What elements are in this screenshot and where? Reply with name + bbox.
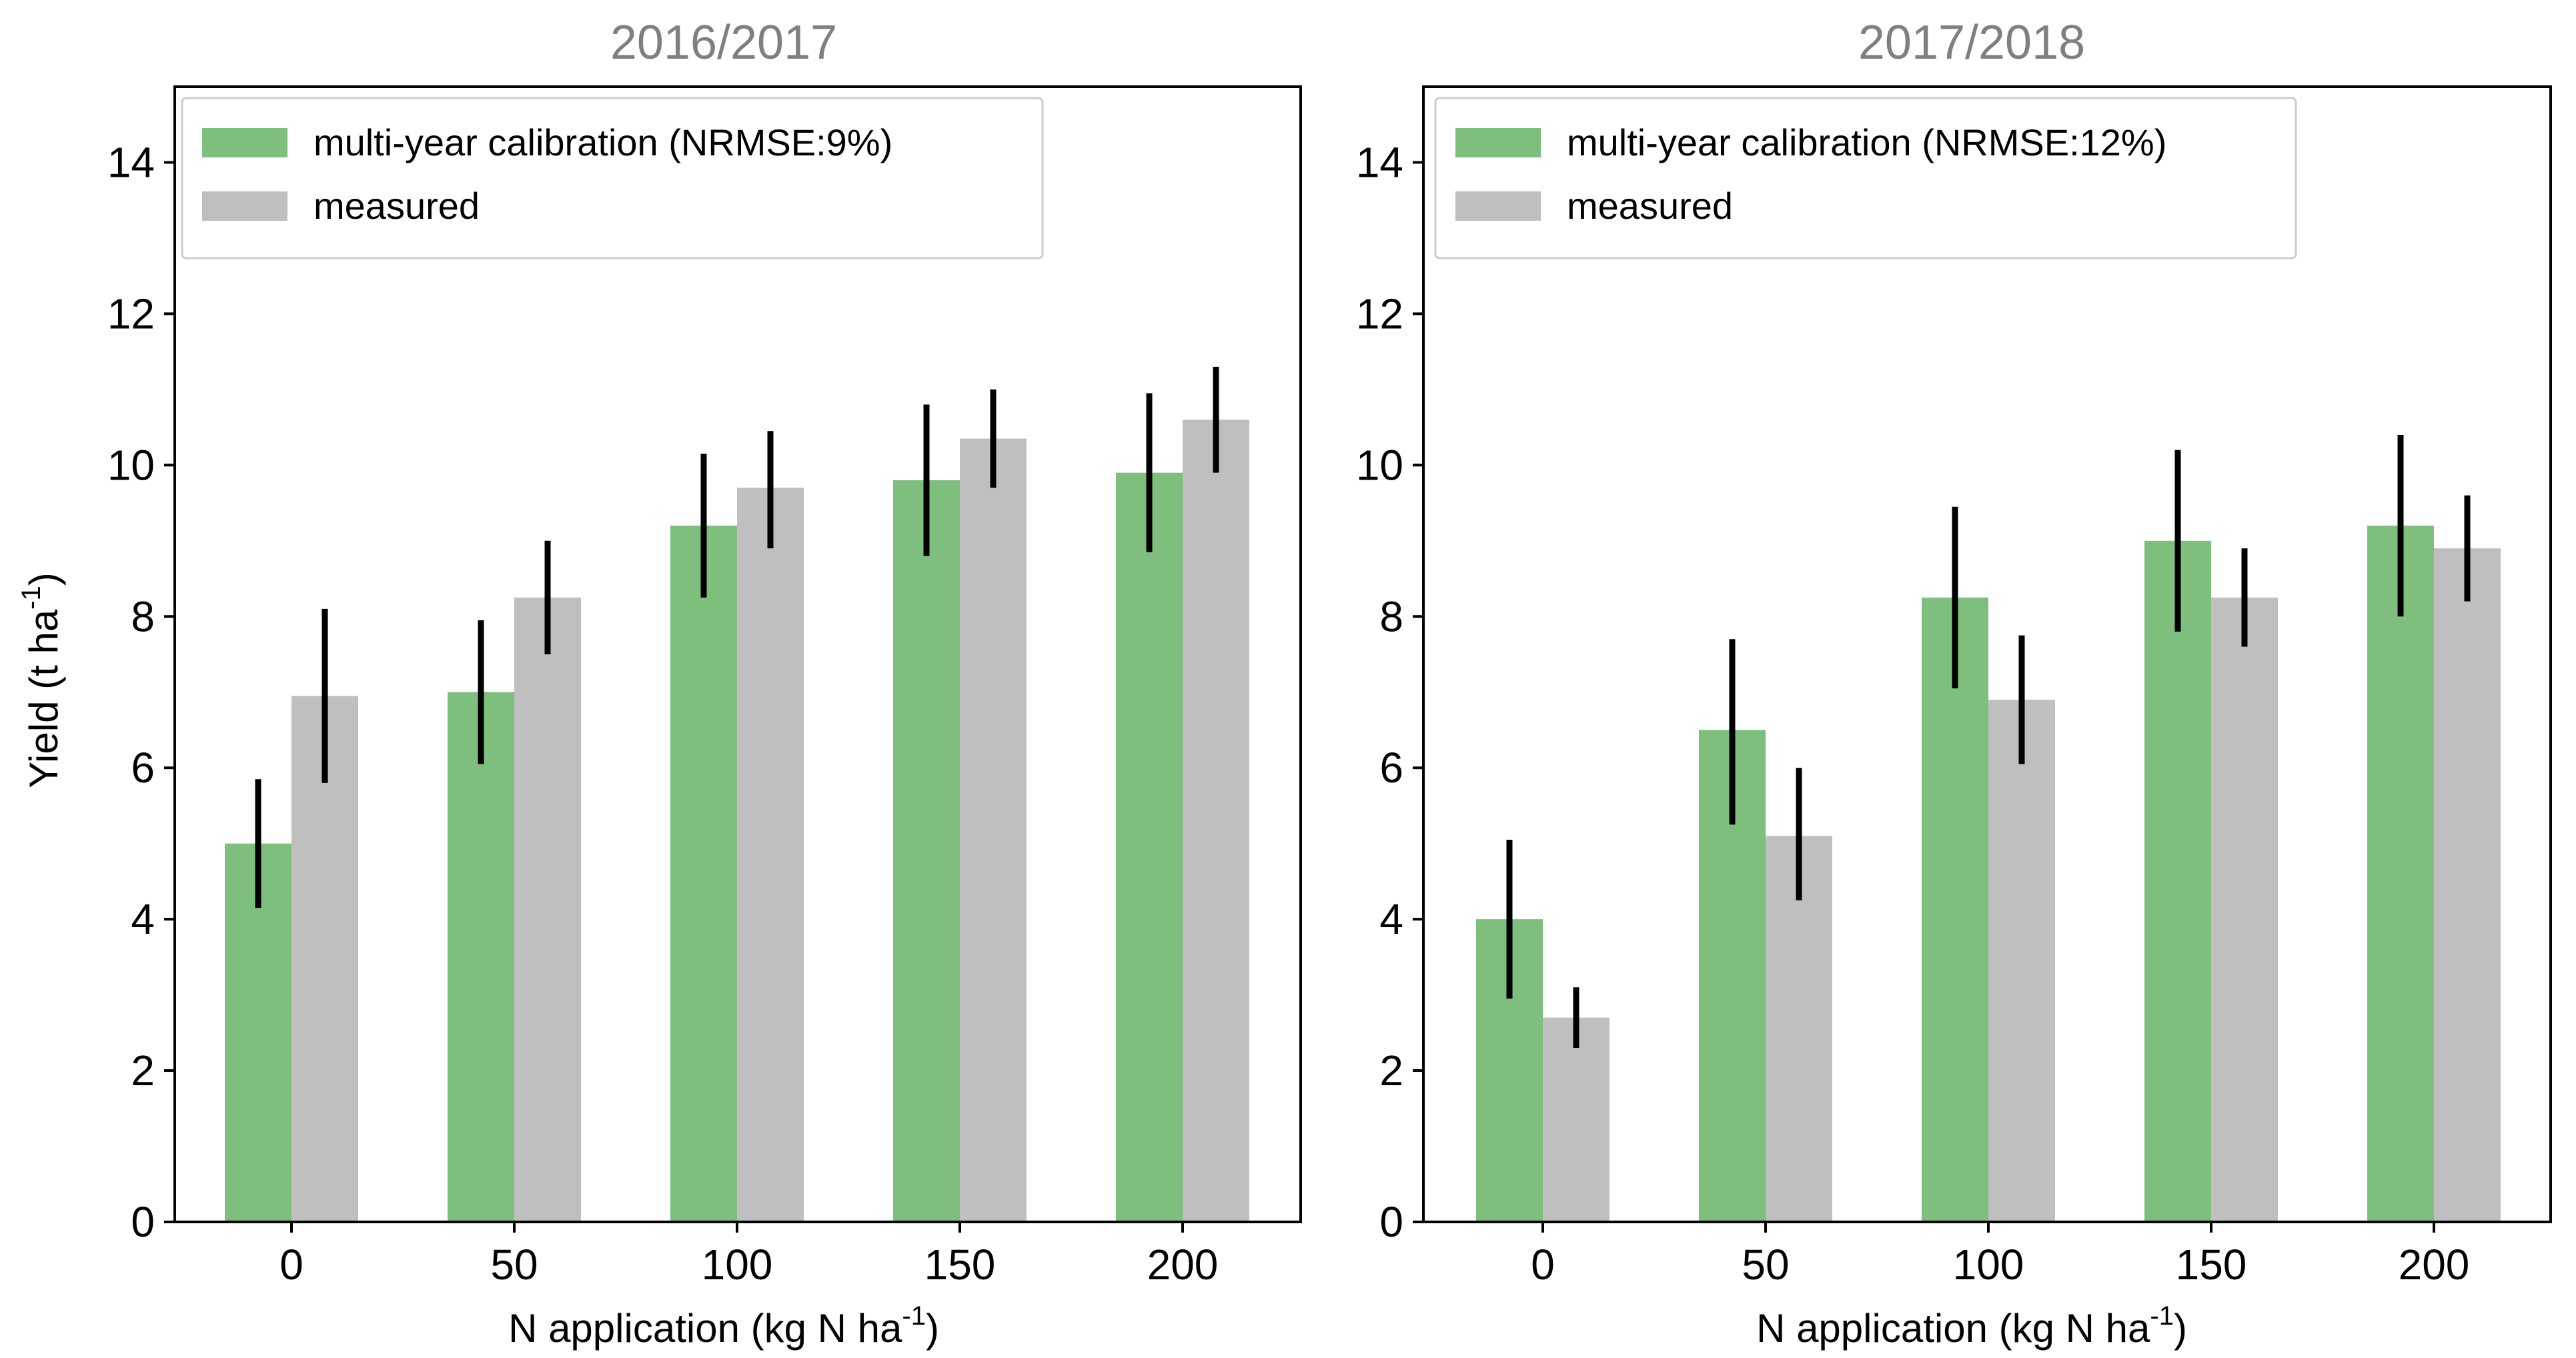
y-tick-label: 10	[1356, 441, 1403, 489]
legend-swatch-measured	[202, 191, 287, 221]
y-tick-label: 2	[1379, 1047, 1403, 1095]
legend: multi-year calibration (NRMSE:9%) measur…	[181, 97, 1044, 259]
bar-measured-200	[2434, 548, 2501, 1222]
y-tick-label: 14	[107, 138, 155, 186]
legend-box	[1434, 97, 2297, 259]
y-tick-label: 0	[1379, 1198, 1403, 1246]
chart-panel-2016-2017: 2016/2017 0 2 4 6 8 10 12 14 0 50 100 150 200 multi…	[107, 16, 1302, 1351]
y-tick-label: 8	[1379, 592, 1403, 640]
bar-simulated-100	[1922, 597, 1988, 1222]
chart-panel-2017-2018: 2017/2018 0 2 4 6 8 10 12 14 0 50 100 150 200 multi…	[1356, 16, 2552, 1351]
x-tick-label: 200	[2399, 1241, 2470, 1289]
x-tick-label: 100	[1953, 1241, 2024, 1289]
y-tick-label: 4	[131, 895, 155, 943]
x-tick-label: 50	[1742, 1241, 1789, 1289]
x-axis-title: N application (kg N ha-1)	[1756, 1301, 2187, 1351]
error-bar-group	[255, 366, 1219, 908]
plot-frame	[1422, 85, 2552, 1223]
bar-measured-150	[2211, 597, 2278, 1222]
y-axis-title-main: Yield (t ha	[21, 609, 66, 788]
bar-simulated-200	[2367, 526, 2434, 1222]
y-tick-label: 4	[1379, 895, 1403, 943]
bar-group	[225, 420, 1249, 1223]
bar-measured-100	[1988, 700, 2055, 1222]
chart-title: 2017/2018	[1858, 16, 2085, 69]
x-tick-label: 50	[490, 1241, 538, 1289]
x-tick-label: 200	[1147, 1241, 1219, 1289]
bar-simulated-150	[893, 480, 960, 1223]
chart-title: 2016/2017	[610, 16, 837, 69]
bar-simulated-150	[2144, 540, 2211, 1222]
plot-frame	[173, 85, 1302, 1223]
x-tick-label: 150	[2176, 1241, 2247, 1289]
bar-simulated-50	[448, 692, 514, 1222]
bar-measured-150	[960, 438, 1027, 1222]
y-tick-group: 0 2 4 6 8 10 12 14	[1356, 138, 1423, 1246]
bar-measured-0	[291, 696, 358, 1222]
y-tick-label: 6	[131, 744, 155, 792]
legend-box	[181, 97, 1044, 259]
x-tick-group: 0 50 100 150 200	[1531, 1222, 2469, 1289]
legend-label-simulated: multi-year calibration (NRMSE:12%)	[1567, 121, 2166, 163]
y-tick-label: 6	[1379, 744, 1403, 792]
bar-group	[1476, 526, 2501, 1222]
legend: multi-year calibration (NRMSE:12%) measu…	[1434, 97, 2297, 259]
bar-simulated-100	[670, 526, 737, 1222]
bar-measured-0	[1543, 1017, 1609, 1222]
x-axis-title-sup: -1	[902, 1301, 926, 1331]
legend-label-measured: measured	[313, 185, 480, 227]
y-tick-label: 12	[107, 289, 155, 337]
legend-swatch-measured	[1455, 191, 1541, 221]
y-axis-title-sup: -1	[17, 586, 46, 610]
x-axis-title: N application (kg N ha-1)	[508, 1301, 939, 1351]
legend-label-measured: measured	[1567, 185, 1733, 227]
legend-label-simulated: multi-year calibration (NRMSE:9%)	[313, 121, 892, 163]
y-axis-title: Yield (t ha-1)	[17, 572, 66, 788]
y-tick-label: 0	[131, 1198, 155, 1246]
bar-measured-50	[514, 597, 581, 1222]
y-tick-label: 2	[131, 1047, 155, 1095]
x-tick-label: 0	[1531, 1241, 1555, 1289]
legend-swatch-simulated	[1455, 128, 1541, 157]
error-bar-group	[1506, 434, 2471, 1049]
y-tick-label: 8	[131, 592, 155, 640]
y-axis-title-end: )	[21, 572, 66, 586]
x-tick-group: 0 50 100 150 200	[279, 1222, 1218, 1289]
x-axis-title-end: )	[2174, 1306, 2187, 1351]
x-tick-label: 0	[279, 1241, 303, 1289]
y-tick-label: 14	[1356, 138, 1403, 186]
bar-measured-100	[737, 488, 804, 1223]
y-tick-label: 10	[107, 441, 155, 489]
x-axis-title-main: N application (kg N ha	[508, 1306, 902, 1351]
x-axis-title-sup: -1	[2150, 1301, 2174, 1331]
y-tick-label: 12	[1356, 289, 1403, 337]
legend-swatch-simulated	[202, 128, 287, 157]
x-axis-title-main: N application (kg N ha	[1756, 1306, 2150, 1351]
x-axis-title-end: )	[926, 1306, 939, 1351]
y-tick-group: 0 2 4 6 8 10 12 14	[107, 138, 175, 1246]
bar-simulated-200	[1116, 472, 1183, 1223]
x-tick-label: 150	[924, 1241, 996, 1289]
bar-measured-200	[1183, 420, 1249, 1222]
x-tick-label: 100	[702, 1241, 773, 1289]
